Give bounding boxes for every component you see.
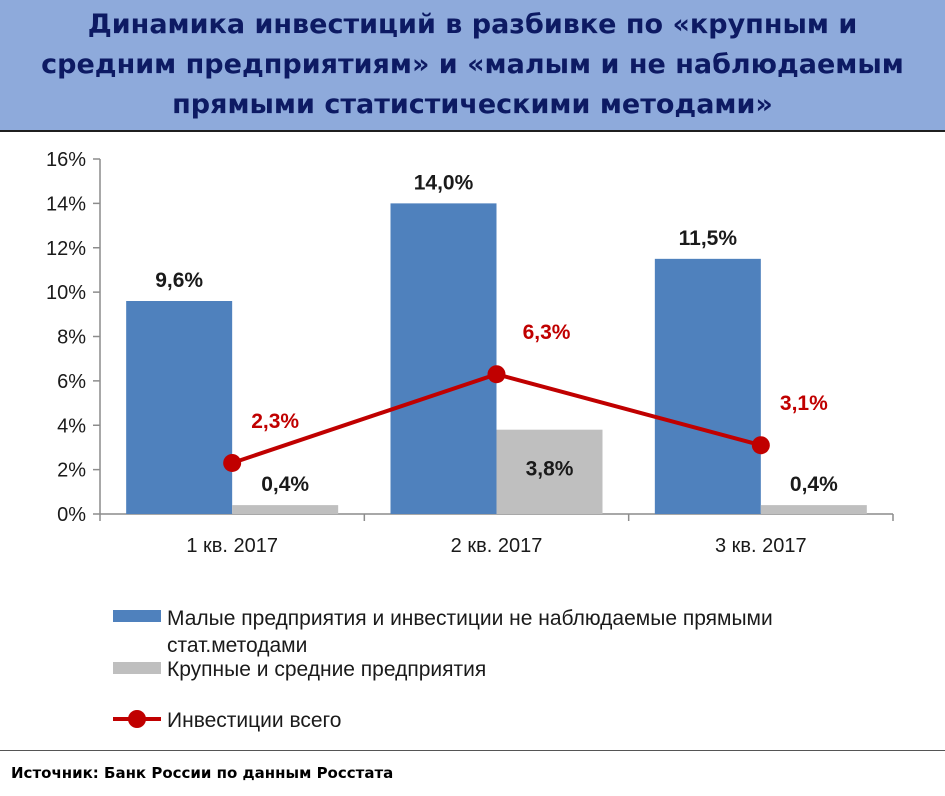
legend-label-large: Крупные и средние предприятия xyxy=(167,658,486,681)
data-label-large: 3,8% xyxy=(526,458,574,481)
bars xyxy=(126,203,867,514)
total-point xyxy=(487,365,506,384)
data-label-total: 6,3% xyxy=(523,321,571,344)
legend-label-total: Инвестиции всего xyxy=(167,709,341,732)
y-tick-label: 14% xyxy=(46,193,86,215)
data-label-large: 0,4% xyxy=(261,473,309,496)
data-label-small: 14,0% xyxy=(414,171,474,194)
legend-swatch-large xyxy=(113,662,161,674)
total-point xyxy=(223,453,242,472)
data-label-total: 3,1% xyxy=(780,392,828,415)
legend-label-small-line2: стат.методами xyxy=(167,634,307,657)
y-tick-label: 6% xyxy=(57,371,86,393)
x-tick-label: 3 кв. 2017 xyxy=(715,535,807,557)
data-label-small: 11,5% xyxy=(679,227,738,250)
legend-swatch-small xyxy=(113,610,161,622)
bar-large xyxy=(760,505,867,514)
data-label-small: 9,6% xyxy=(155,269,203,292)
legend-marker-total xyxy=(128,710,146,728)
footer-divider xyxy=(0,750,945,751)
data-label-large: 0,4% xyxy=(790,473,838,496)
x-tick-label: 1 кв. 2017 xyxy=(186,535,278,557)
legend-label-small-line1: Малые предприятия и инвестиции не наблюд… xyxy=(167,607,773,630)
y-tick-label: 8% xyxy=(57,327,86,349)
total-line xyxy=(223,365,770,472)
total-point xyxy=(751,436,770,455)
legend: Малые предприятия и инвестиции не наблюд… xyxy=(113,607,773,732)
bar-large xyxy=(496,429,603,514)
y-tick-label: 16% xyxy=(46,149,86,171)
data-label-total: 2,3% xyxy=(251,410,299,433)
x-tick-label: 2 кв. 2017 xyxy=(451,535,543,557)
chart-title: Динамика инвестиций в разбивке по «крупн… xyxy=(41,9,904,120)
y-tick-label: 4% xyxy=(57,415,86,437)
data-labels: 9,6% 0,4% 14,0% 3,8% 11,5% 0,4% 2,3% 6,3% 3,1% xyxy=(155,171,838,496)
y-tick-label: 0% xyxy=(57,504,86,526)
bar-small xyxy=(654,258,761,514)
chart: 0% 2% 4% 6% 8% 10% 12% 14% 16% 1 кв. 2017 2 кв. 2… xyxy=(46,149,894,732)
y-tick-label: 2% xyxy=(57,460,86,482)
y-tick-label: 10% xyxy=(46,282,86,304)
y-tick-label: 12% xyxy=(46,238,86,260)
bar-small xyxy=(126,301,233,514)
y-axis: 0% 2% 4% 6% 8% 10% 12% 14% 16% xyxy=(46,149,101,526)
bar-small xyxy=(390,203,497,514)
bar-large xyxy=(232,505,339,514)
header-banner: Динамика инвестиций в разбивке по «крупн… xyxy=(0,0,945,132)
source-note: Источник: Банк России по данным Росстата xyxy=(11,764,394,782)
x-axis: 1 кв. 2017 2 кв. 2017 3 кв. 2017 xyxy=(99,513,894,557)
